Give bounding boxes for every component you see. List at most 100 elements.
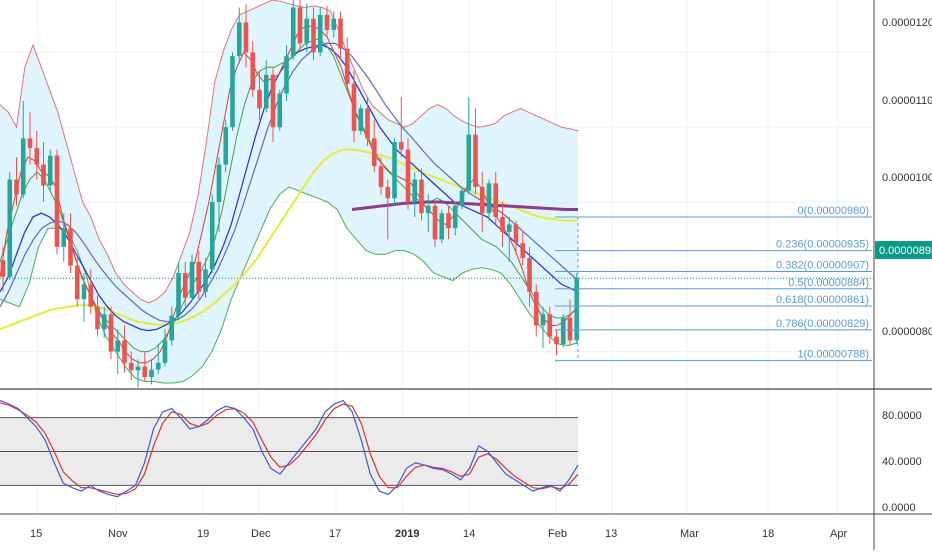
candlesticks (0, 0, 874, 388)
candle-body (169, 315, 175, 341)
candle-body (68, 228, 73, 266)
candle-body (88, 284, 94, 307)
candle-body (331, 18, 337, 30)
stochastic-axis[interactable]: 80.0000 40.0000 0.0000 (882, 410, 922, 514)
stoch-tick-label: 40.0000 (882, 456, 922, 468)
candle-body (155, 362, 161, 370)
candle-body (7, 179, 13, 277)
candle-body (236, 22, 242, 57)
time-tick-label: Apr (830, 528, 847, 540)
candle-body (479, 187, 485, 214)
time-axis[interactable]: 15 Nov 19 Dec 17 2019 14 Feb 13 Mar 18 A… (30, 528, 847, 540)
candle-body (378, 166, 384, 188)
candle-body (74, 265, 80, 300)
time-tick-label: 19 (197, 528, 209, 540)
candle-body (513, 224, 519, 244)
candle-body (533, 291, 539, 326)
last-price-badge: 0.00000898 (875, 241, 932, 259)
candle-body (0, 260, 6, 277)
candle-body (81, 284, 87, 300)
candle-body (412, 179, 418, 202)
candle-body (142, 366, 148, 378)
candle-body (176, 273, 181, 316)
candle-body (493, 183, 499, 217)
candle-body (351, 83, 357, 131)
candle-body (574, 278, 580, 341)
candle-body (425, 205, 431, 214)
fibonacci-retracement[interactable]: 0(0.00000980) 0.236(0.00000935) 0.382(0.00… (555, 205, 872, 362)
candle-body (419, 179, 424, 214)
candle-body (101, 314, 107, 330)
candle-body (47, 155, 53, 186)
stochastic-pane (0, 399, 579, 498)
stoch-tick-label: 0.0000 (882, 502, 916, 514)
candle-body (54, 155, 60, 247)
candle-body (452, 205, 458, 229)
candle-body (196, 261, 202, 292)
candle-body (250, 52, 256, 90)
candle-body (385, 187, 391, 199)
candle-body (500, 216, 505, 232)
candle-body (277, 93, 283, 128)
candle-body (189, 261, 195, 298)
candle-body (216, 164, 222, 202)
candle-body (135, 366, 141, 371)
candle-body (209, 201, 215, 270)
candle-body (439, 213, 445, 240)
time-tick-label: 13 (605, 528, 617, 540)
candle-body (27, 138, 33, 149)
candle-body (392, 142, 397, 199)
candle-body (297, 7, 303, 44)
candle-body (284, 56, 289, 94)
ma-purple-line (351, 200, 578, 211)
last-price-label: 0.00000898 (879, 245, 932, 257)
candle-body (304, 18, 310, 44)
candle-body (405, 149, 411, 202)
time-tick-label: 17 (329, 528, 341, 540)
candle-body (257, 89, 262, 109)
candle-body (263, 74, 269, 109)
candle-body (459, 190, 465, 206)
candle-body (540, 314, 546, 326)
candle-body (446, 213, 451, 229)
stoch-k-line (0, 399, 579, 498)
candle-body (466, 134, 472, 191)
time-tick-label: 18 (762, 528, 774, 540)
candle-body (243, 22, 249, 53)
candle-body (149, 369, 154, 378)
candle-body (567, 317, 573, 341)
candle-body (122, 340, 127, 363)
candle-body (432, 205, 438, 240)
candle-body (547, 314, 553, 337)
candle-body (128, 362, 134, 371)
stoch-tick-label: 80.0000 (882, 410, 922, 422)
fib-level-label: 0(0.00000980) (797, 205, 869, 217)
candle-body (182, 273, 188, 298)
candle-body (108, 314, 114, 352)
candle-body (398, 142, 404, 150)
ma-green-line (0, 38, 579, 353)
candle-body (473, 134, 478, 188)
candle-body (41, 164, 46, 186)
time-tick-label: 15 (30, 528, 42, 540)
candle-body (230, 56, 235, 128)
candle-body (162, 340, 168, 363)
candle-body (290, 7, 296, 57)
time-tick-label: Dec (251, 528, 271, 540)
candle-body (34, 148, 40, 165)
fib-level-label: 0.618(0.00000861) (776, 294, 869, 306)
bollinger-upper-line (0, 0, 579, 304)
last-price-badge-bg (875, 241, 932, 259)
candle-body (365, 108, 370, 139)
candle-body (95, 306, 100, 330)
candle-body (344, 48, 350, 84)
candle-body (203, 269, 208, 292)
candle-body (358, 108, 364, 131)
candle-body (371, 138, 377, 167)
